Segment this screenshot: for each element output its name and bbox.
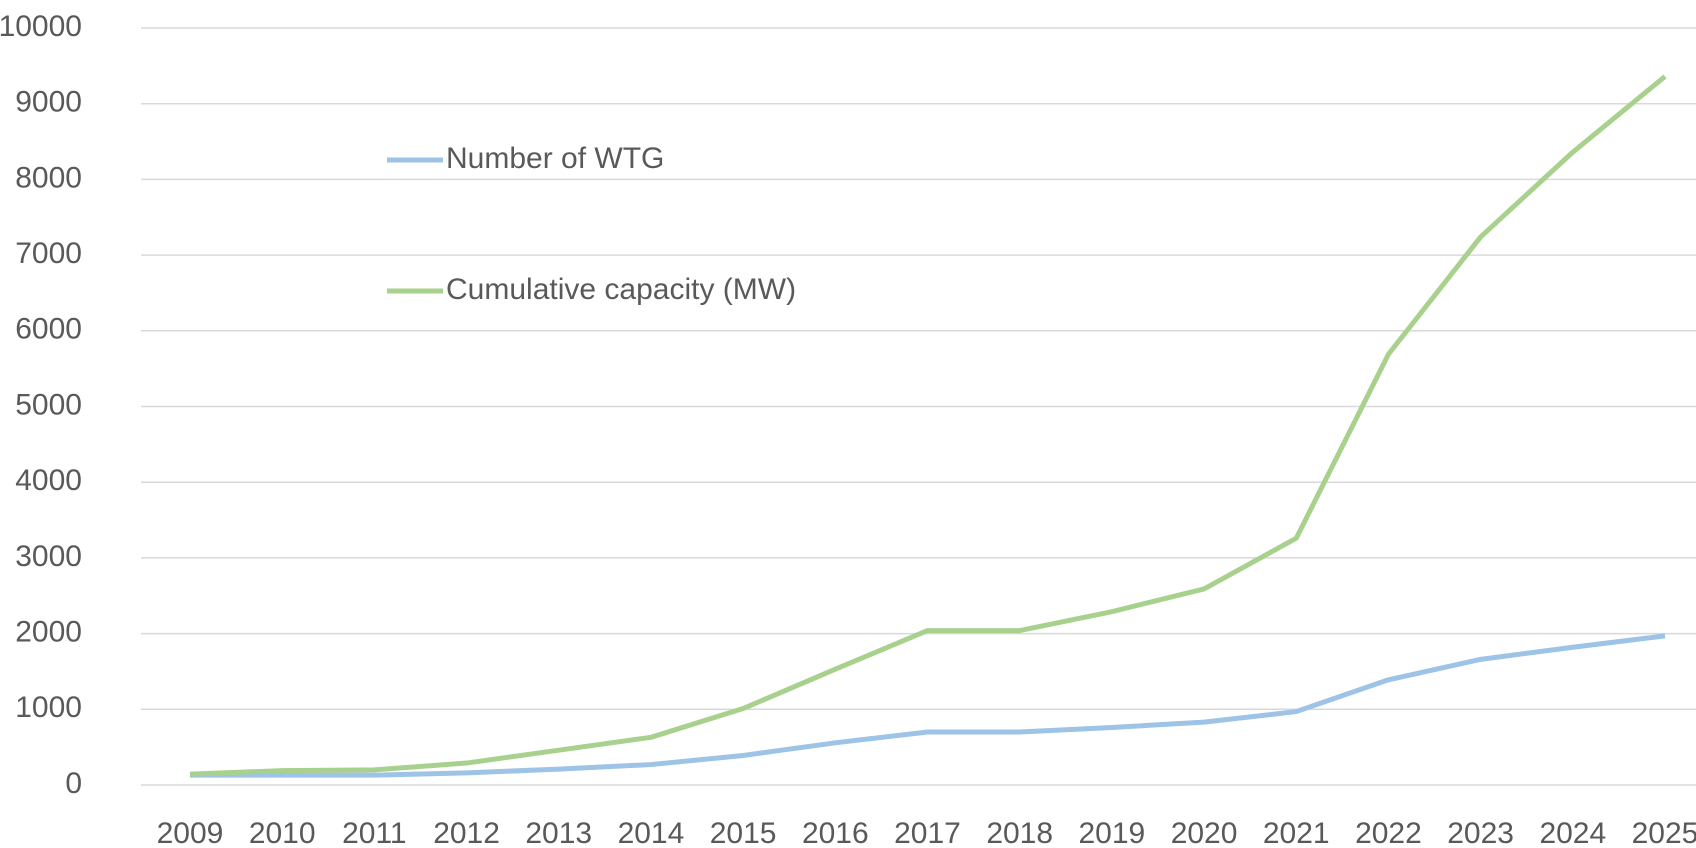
- y-tick-label: 4000: [15, 464, 82, 497]
- x-tick-label: 2017: [894, 817, 961, 848]
- x-tick-label: 2021: [1263, 817, 1330, 848]
- y-tick-label: 9000: [15, 86, 82, 119]
- y-tick-label: 6000: [15, 313, 82, 346]
- y-tick-label: 1000: [15, 691, 82, 724]
- x-tick-label: 2010: [249, 817, 316, 848]
- y-tick-label: 0: [65, 767, 82, 800]
- x-tick-label: 2020: [1171, 817, 1238, 848]
- line: [189, 74, 1667, 777]
- y-tick-label: 8000: [15, 161, 82, 194]
- x-tick-label: 2023: [1447, 817, 1514, 848]
- x-tick-label: 2015: [710, 817, 777, 848]
- y-tick-label: 3000: [15, 540, 82, 573]
- x-tick-label: 2011: [342, 817, 407, 848]
- y-tick-label: 10000: [0, 10, 82, 43]
- x-tick-label: 2025: [1632, 817, 1696, 848]
- x-tick-label: 2012: [433, 817, 500, 848]
- x-tick-label: 2022: [1355, 817, 1422, 848]
- x-tick-label: 2019: [1079, 817, 1146, 848]
- x-tick-label: 2014: [618, 817, 685, 848]
- y-tick-label: 2000: [15, 616, 82, 649]
- x-tick-label: 2013: [525, 817, 592, 848]
- x-tick-label: 2016: [802, 817, 869, 848]
- line: [190, 633, 1666, 778]
- x-tick-label: 2018: [986, 817, 1053, 848]
- x-tick-label: 2009: [157, 817, 224, 848]
- legend-label: Cumulative capacity (MW): [446, 273, 796, 306]
- x-tick-label: 2024: [1539, 817, 1606, 848]
- y-tick-label: 5000: [15, 388, 82, 421]
- y-tick-label: 7000: [15, 237, 82, 270]
- legend-label: Number of WTG: [446, 142, 664, 175]
